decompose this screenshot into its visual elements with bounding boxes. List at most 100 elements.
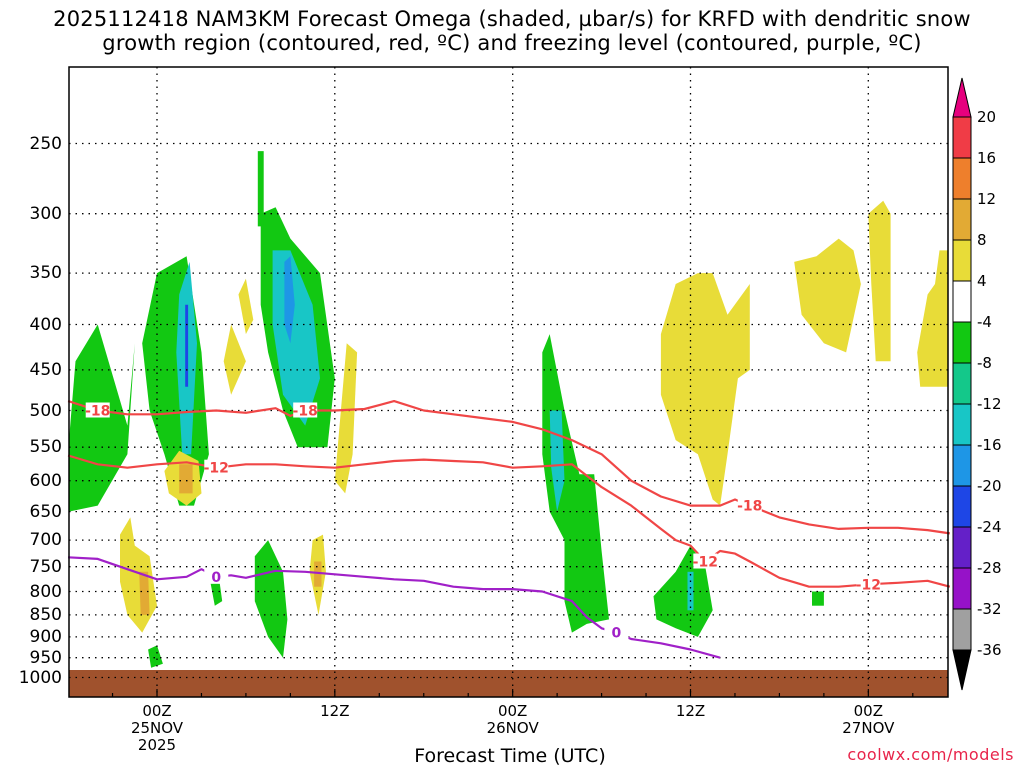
omega-region-20 [542,334,609,633]
y-tick-label: 300 [29,203,62,224]
omega-region-28 [812,591,824,606]
terrain-fill [69,670,948,697]
contour-line-1 [67,454,951,588]
x-tick-label-line: 27NOV [842,719,895,737]
colorbar-box-9 [952,485,972,528]
colorbar-label: -24 [977,518,1002,536]
x-tick-label-line: 00Z [497,702,528,720]
omega-region-26 [868,200,891,362]
contour-label-bg-0-2 [737,497,762,513]
omega-region-27 [917,250,948,387]
y-tick-label: 500 [29,400,62,421]
contour-label-bg-0-1 [293,402,318,418]
y-tick-label: 800 [29,581,62,602]
colorbar-box-12 [952,608,972,651]
colorbar-box-7 [952,403,972,446]
colorbar-top-arrow [952,77,972,118]
omega-region-13 [254,540,288,658]
contour-label-bg-2-1 [604,624,629,640]
contour-line-2 [68,556,721,659]
colorbar-label: -8 [977,354,992,372]
x-tick-label-line: 00Z [142,702,172,720]
omega-region-4 [120,517,157,633]
y-tick-label: 700 [29,530,62,551]
x-tick-label: 12Z [295,703,375,754]
x-tick-label: 00Z 26NOV [473,703,553,754]
contour-label-bg-1-0 [204,459,229,475]
colorbar-box-2 [952,198,972,241]
contour-label-1-1: -12 [693,555,718,571]
contour-label-bg-0-0 [85,402,110,418]
colorbar-box-3 [952,239,972,282]
x-tick-marks [111,689,914,697]
omega-region-12 [284,256,295,344]
y-tick-label: 600 [29,470,62,491]
y-tick-label: 850 [29,604,62,625]
colorbar-box-5 [952,321,972,364]
colorbar-box-1 [952,157,972,200]
y-tick-label: 750 [29,556,62,577]
x-tick-label-line: 12Z [320,702,350,720]
omega-region-25 [794,238,861,353]
omega-shading [69,151,948,668]
plot-frame [68,66,949,698]
colorbar-label: -28 [977,559,1002,577]
omega-region-8 [223,324,246,395]
temperature-contours: -18 -18 -18 -12 -12 -12 0 0 [67,400,951,659]
contour-label-bg-1-1 [693,553,718,569]
omega-region-18 [210,579,223,606]
contour-label-2-0: 0 [211,570,221,586]
colorbar-label: 4 [977,272,987,290]
contour-label-bg-1-2 [856,576,881,592]
y-tick-label: 650 [29,501,62,522]
x-tick-label-line: 00Z [853,702,884,720]
y-tick-label: 350 [29,263,62,284]
colorbar-label: -12 [977,395,1002,413]
x-tick-label-line: 25NOV [130,719,184,737]
y-tick-label: 950 [29,647,62,668]
x-tick-label: 00Z 27NOV [828,703,908,754]
omega-region-16 [314,561,322,587]
contour-label-1-2: -12 [856,577,881,593]
source-credit: coolwx.com/models [847,745,1014,764]
omega-region-9 [238,278,254,335]
omega-region-17 [334,343,358,494]
colorbar-label: -16 [977,436,1002,454]
colorbar-box-0 [952,116,972,159]
omega-region-5 [139,571,150,615]
contour-label-bg-2-0 [204,568,229,584]
omega-region-24 [660,273,750,506]
colorbar-box-6 [952,362,972,405]
omega-region-0 [69,324,135,512]
colorbar-label: -20 [977,477,1002,495]
colorbar-label: 20 [977,108,997,126]
colorbar-box-4 [952,280,972,323]
omega-region-19 [148,645,163,668]
y-tick-label: 1000 [18,667,62,688]
pressure-gridlines [69,67,948,697]
contour-label-2-1: 0 [612,626,622,642]
contour-label-0-1: -18 [293,404,318,420]
x-axis-title: Forecast Time (UTC) [414,745,606,767]
y-tick-label: 550 [29,437,62,458]
chart-title-line2: growth region (contoured, red, ºC) and f… [102,31,922,55]
colorbar [952,77,972,691]
colorbar-label: 8 [977,231,987,249]
colorbar-bottom-arrow [952,649,972,691]
y-tick-label: 400 [29,314,62,335]
omega-region-23 [687,571,694,611]
omega-region-7 [179,464,193,494]
colorbar-label: -32 [977,600,1002,618]
contour-line-0 [67,400,950,535]
omega-region-14 [257,151,264,227]
x-tick-label-line [295,720,375,737]
y-tick-label: 250 [29,133,62,154]
x-tick-label-line: 2025 [137,736,177,754]
y-tick-label: 450 [29,359,62,380]
colorbar-label: -36 [977,641,1002,659]
contour-label-1-0: -12 [204,461,229,477]
contour-label-0-0: -18 [85,404,110,420]
omega-region-3 [185,304,189,387]
colorbar-box-11 [952,567,972,610]
